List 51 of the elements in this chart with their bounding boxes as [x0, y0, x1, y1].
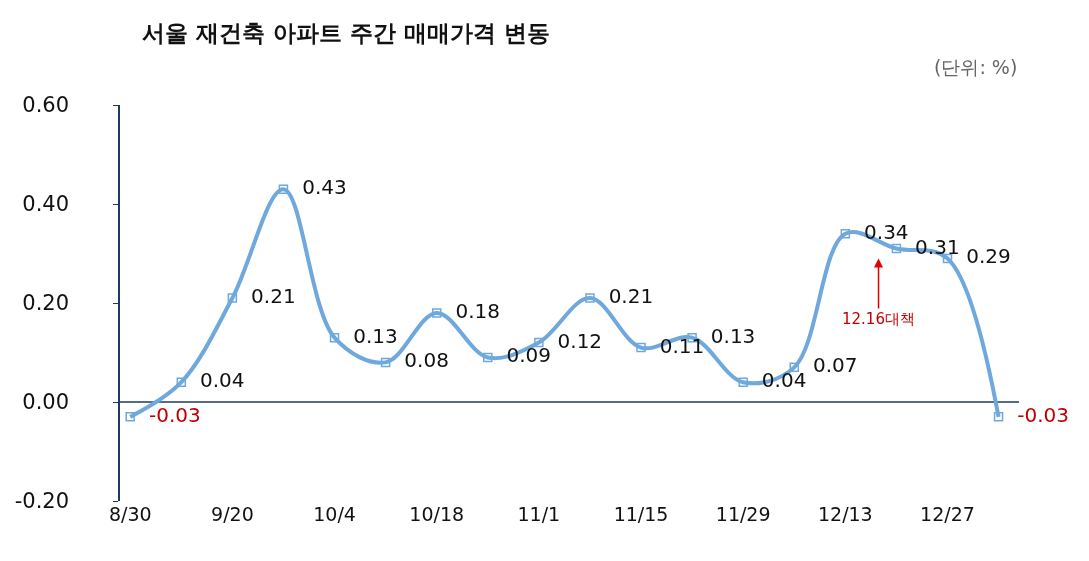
x-tick-label: 12/27	[920, 503, 975, 525]
x-tick-label: 11/1	[517, 503, 561, 525]
annotation: 12.16대책	[842, 310, 915, 328]
text: (단위: %)	[934, 56, 1018, 78]
data-label: -0.03	[1004, 402, 1070, 427]
point	[227, 293, 238, 303]
x-tick-label: 8/30	[108, 503, 152, 525]
point	[789, 362, 799, 373]
point	[125, 412, 135, 422]
data-label: 0.09	[493, 343, 552, 368]
point	[636, 342, 646, 353]
data-label: 0.43	[289, 175, 347, 200]
data-label: 0.04	[187, 368, 245, 393]
point	[380, 357, 391, 368]
point	[431, 308, 442, 318]
y-tick-label: 0.20	[22, 291, 70, 316]
point	[278, 184, 289, 194]
point	[942, 253, 953, 264]
data-label: 0.04	[749, 368, 807, 393]
data-label: 0.29	[966, 244, 1011, 269]
data-label: 0.08	[391, 348, 449, 373]
point	[329, 332, 340, 343]
data-label: 0.31	[915, 234, 960, 259]
data-label: 0.07	[812, 353, 858, 378]
data-label: 0.13	[340, 323, 398, 348]
point	[891, 243, 902, 254]
x-tick-label: 11/29	[715, 503, 771, 525]
chart-title: 서울 재건축 아파트 주간 매매가격 변동	[141, 20, 550, 47]
point	[534, 337, 544, 348]
point	[993, 412, 1004, 422]
x-tick-label: 12/13	[817, 503, 873, 525]
data-label: 0.12	[557, 328, 603, 353]
data-label: 0.18	[442, 298, 500, 323]
point	[176, 377, 187, 387]
x-tick-label: 9/20	[211, 503, 254, 525]
point	[738, 377, 748, 387]
data-label: 0.13	[710, 323, 756, 348]
data-label: 0.21	[238, 284, 296, 309]
point	[840, 228, 851, 239]
x-tick-label: 10/4	[313, 503, 356, 525]
y-tick-label: 0.60	[22, 93, 70, 118]
data-label: 0.21	[595, 284, 654, 309]
y-tick-label: 0.40	[22, 192, 70, 217]
x-tick-label: 10/18	[409, 503, 465, 525]
point	[585, 293, 595, 303]
y-tick-label: 0.00	[22, 390, 70, 415]
y-tick-label: -0.20	[14, 489, 70, 514]
data-label: 0.34	[851, 219, 909, 244]
data-label: -0.03	[136, 402, 201, 427]
x-tick-label: 11/15	[613, 503, 669, 525]
point	[483, 352, 493, 363]
